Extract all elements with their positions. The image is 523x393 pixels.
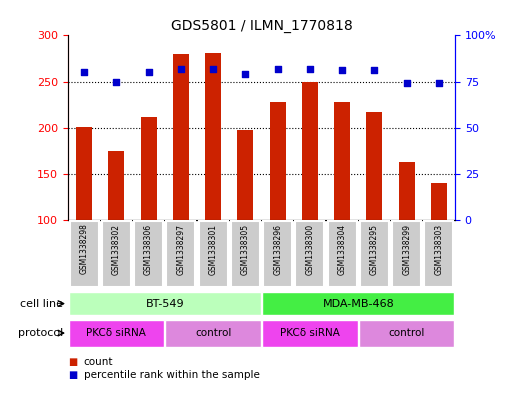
Bar [431,183,447,220]
FancyBboxPatch shape [69,320,164,347]
Text: ■: ■ [68,356,77,367]
FancyBboxPatch shape [199,222,228,287]
Point [435,80,443,86]
Text: MDA-MB-468: MDA-MB-468 [322,299,394,309]
FancyBboxPatch shape [165,320,261,347]
Text: PKCδ siRNA: PKCδ siRNA [86,328,146,338]
FancyBboxPatch shape [327,222,357,287]
Point [241,71,249,77]
Point [112,79,120,85]
Text: percentile rank within the sample: percentile rank within the sample [84,370,259,380]
Text: PKCδ siRNA: PKCδ siRNA [280,328,340,338]
Point [177,66,185,72]
Text: control: control [195,328,231,338]
Text: GSM1338295: GSM1338295 [370,224,379,275]
Title: GDS5801 / ILMN_1770818: GDS5801 / ILMN_1770818 [170,19,353,33]
Bar [366,112,382,220]
FancyBboxPatch shape [360,222,389,287]
Bar [205,53,221,220]
Bar [76,127,92,220]
FancyBboxPatch shape [424,222,453,287]
Text: protocol: protocol [17,328,63,338]
FancyBboxPatch shape [231,222,260,287]
Bar [334,102,350,220]
FancyBboxPatch shape [102,222,131,287]
FancyBboxPatch shape [263,222,292,287]
Point [209,66,218,72]
Text: GSM1338297: GSM1338297 [176,224,185,275]
Bar [173,54,189,220]
Text: GSM1338301: GSM1338301 [209,224,218,275]
Point [305,66,314,72]
FancyBboxPatch shape [262,320,358,347]
Text: control: control [389,328,425,338]
Bar [269,102,286,220]
Text: GSM1338304: GSM1338304 [338,224,347,275]
Text: GSM1338302: GSM1338302 [112,224,121,275]
Text: BT-549: BT-549 [145,299,184,309]
FancyBboxPatch shape [359,320,454,347]
Text: GSM1338303: GSM1338303 [435,224,444,275]
Text: GSM1338300: GSM1338300 [305,224,314,275]
Text: count: count [84,356,113,367]
Point [144,69,153,75]
Text: GSM1338305: GSM1338305 [241,224,250,275]
FancyBboxPatch shape [70,222,99,287]
FancyBboxPatch shape [134,222,163,287]
Point [274,66,282,72]
Text: ■: ■ [68,370,77,380]
Point [403,80,411,86]
Point [370,67,379,73]
FancyBboxPatch shape [166,222,196,287]
Point [338,67,346,73]
Text: GSM1338306: GSM1338306 [144,224,153,275]
FancyBboxPatch shape [295,222,324,287]
Bar [237,130,254,220]
Bar [141,117,157,220]
FancyBboxPatch shape [392,222,421,287]
FancyBboxPatch shape [262,292,454,315]
Bar [302,82,318,220]
Point [80,69,88,75]
Text: cell line: cell line [20,299,63,309]
Bar [108,151,124,220]
FancyBboxPatch shape [69,292,261,315]
Bar [399,162,415,220]
Text: GSM1338299: GSM1338299 [402,224,411,275]
Text: GSM1338296: GSM1338296 [273,224,282,275]
Text: GSM1338298: GSM1338298 [79,224,88,274]
